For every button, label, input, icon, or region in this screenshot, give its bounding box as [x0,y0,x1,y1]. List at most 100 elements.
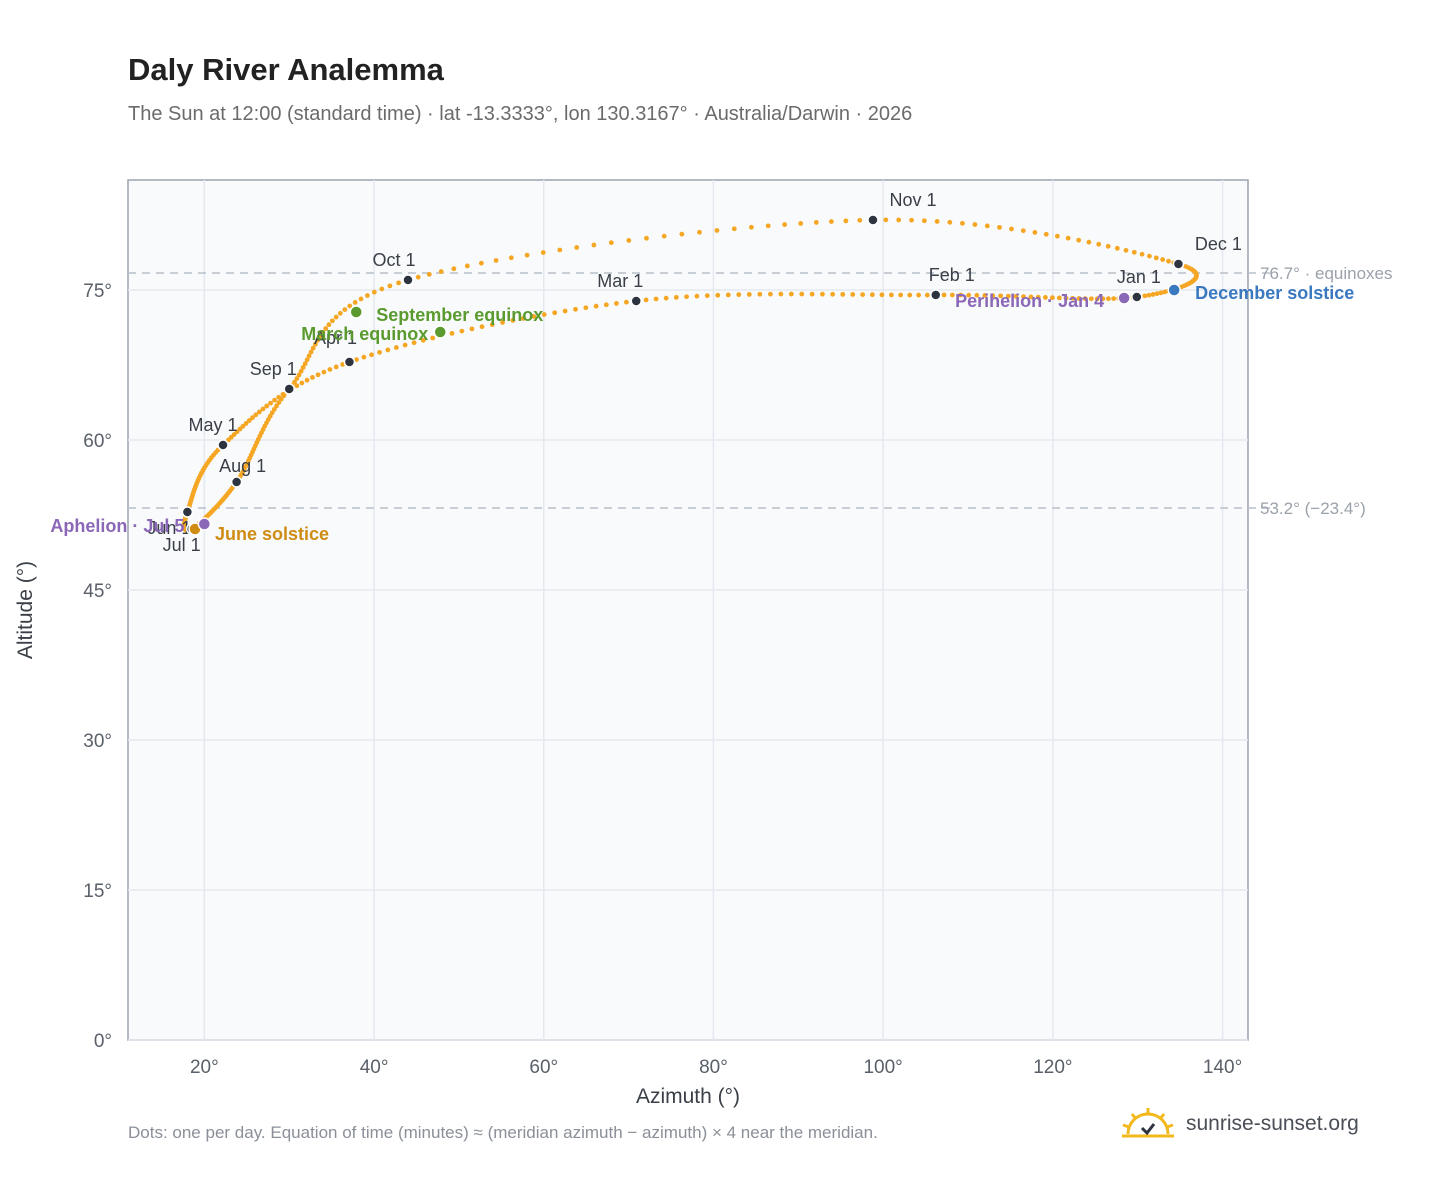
daily-dot [1028,294,1034,300]
daily-dot [371,289,377,295]
daily-dot [292,379,297,385]
daily-dot [552,310,558,316]
daily-dot [323,326,329,331]
event-label: Aphelion · Jul 5 [50,516,184,536]
daily-dot [798,221,804,226]
daily-dot [520,315,526,321]
daily-dot [1139,251,1145,257]
daily-dot [300,365,306,370]
daily-dot [1131,249,1137,255]
daily-dot [921,218,927,224]
plot-area [127,179,1249,1041]
daily-dot [998,293,1003,299]
daily-dot [430,335,436,341]
daily-dot [317,333,323,339]
daily-dot [843,218,849,224]
daily-dot [828,219,834,224]
daily-dot [1150,292,1156,297]
daily-dot [820,291,825,297]
daily-dot [243,421,249,426]
daily-dot [748,224,754,230]
reference-line-label: 76.7° · equinoxes [1260,264,1393,283]
reference-line-label: 53.2° (−23.4°) [1260,499,1366,518]
daily-dot [896,217,902,223]
daily-dot [315,372,321,378]
month-marker [217,439,229,451]
event-label: March equinox [301,324,428,344]
month-label: Jun 1 [147,518,191,538]
daily-dot [310,345,316,351]
event-label: June solstice [215,524,329,544]
daily-dot [934,219,940,224]
month-label: Oct 1 [372,250,415,270]
daily-dot [354,357,359,362]
daily-dot [725,292,731,298]
daily-dot [459,328,465,334]
daily-dot [524,252,530,258]
daily-dot [1021,294,1026,300]
event-marker [197,517,212,531]
month-label: Aug 1 [219,456,266,476]
daily-dot [1070,295,1076,301]
daily-dot [947,219,953,225]
daily-dot [1088,296,1094,302]
daily-dot [358,296,364,302]
daily-dot [557,247,563,253]
daily-dot [333,364,339,370]
daily-dot [958,292,963,298]
daily-dot [260,406,266,412]
daily-dot [1054,233,1060,239]
daily-dot [489,322,495,327]
daily-dot [320,330,326,335]
daily-dot [704,293,710,299]
daily-dot [840,291,846,297]
month-label: Feb 1 [929,265,975,285]
daily-dot [438,269,444,274]
daily-dot [574,245,580,250]
daily-dot [1043,231,1049,237]
daily-dot [271,406,277,412]
daily-dot [508,255,514,261]
y-tick-label: 15° [83,881,112,902]
daily-dot [1166,258,1171,264]
daily-dot [694,293,700,299]
daily-dot [396,280,402,286]
month-marker [230,476,243,488]
daily-dot [426,271,432,277]
daily-dot [365,293,370,298]
daily-dot [982,293,988,298]
daily-dot [1147,253,1152,259]
daily-dot [1020,228,1026,234]
daily-dot [603,302,609,308]
daily-dot [315,337,321,343]
daily-dot [608,240,614,246]
daily-dot [697,229,702,235]
daily-dot [531,314,537,319]
daily-dot [960,220,965,226]
event-label: December solstice [1195,283,1354,303]
daily-dot [850,292,856,297]
month-marker [930,289,942,301]
daily-dot [333,314,339,320]
daily-dot [583,305,589,311]
daily-dot [385,347,391,353]
daily-dot [327,367,333,372]
daily-dot [966,292,972,298]
daily-dot [253,412,259,418]
daily-dot [1082,296,1088,302]
month-label: Jan 1 [1117,267,1161,287]
daily-dot [715,292,721,298]
y-axis-label: Altitude (°) [14,561,37,659]
daily-dot [1158,290,1164,296]
brand[interactable]: sunrise-sunset.org [1120,1102,1359,1146]
daily-dot [614,301,619,306]
daily-dot [420,337,426,343]
daily-dot [1094,296,1100,302]
daily-dot [1106,296,1111,302]
daily-dot [387,283,393,289]
grid-lines [128,180,1248,1041]
daily-dot [540,250,546,255]
daily-dot [661,233,667,239]
daily-dot [591,242,597,248]
